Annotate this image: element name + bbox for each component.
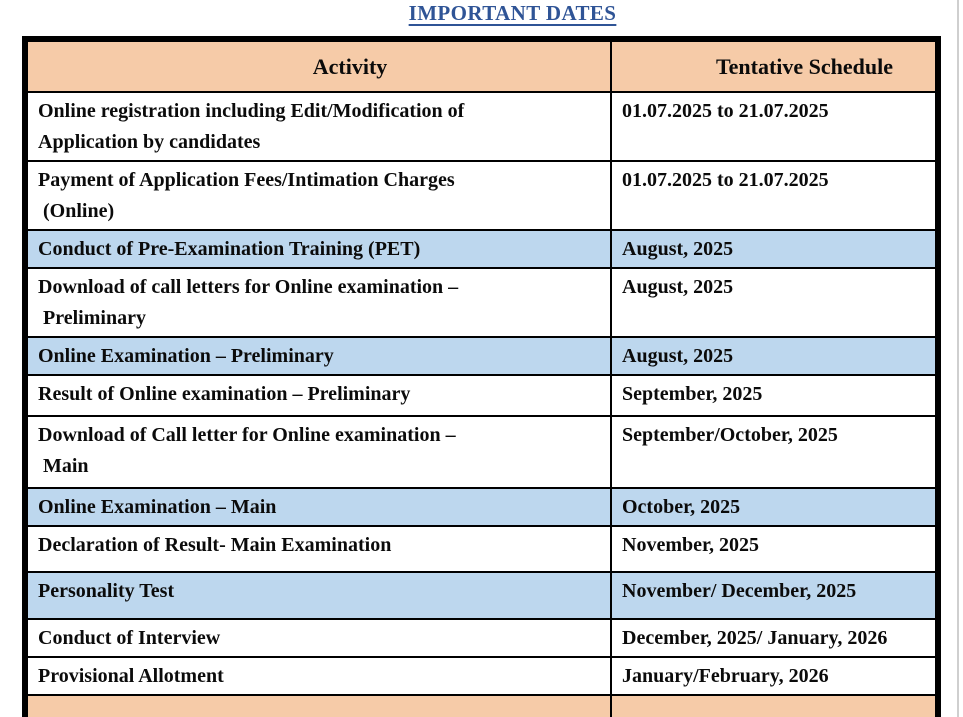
activity-cell: [28, 696, 610, 717]
activity-cell: Online Examination – Preliminary: [38, 345, 334, 367]
column-header-activity: Activity: [312, 54, 388, 79]
schedule-cell: 01.07.2025 to 21.07.2025: [610, 162, 935, 229]
table-row: Conduct of Pre-Examination Training (PET…: [28, 231, 935, 269]
activity-cell: Declaration of Result- Main Examination: [38, 534, 392, 556]
activity-cell: Conduct of Pre-Examination Training (PET…: [38, 238, 421, 260]
table-header-row: Activity Tentative Schedule: [28, 42, 935, 93]
activity-cell: Provisional Allotment: [38, 665, 224, 687]
activity-cell: Online Examination – Main: [38, 496, 277, 518]
activity-cell: Download of Call letter for Online exami…: [38, 424, 456, 477]
table-row: Online Examination – Preliminary August, …: [28, 338, 935, 376]
table-row: Declaration of Result- Main Examination N…: [28, 527, 935, 573]
schedule-cell: [610, 696, 935, 717]
table-row: Online Examination – Main October, 2025: [28, 489, 935, 527]
table-row: Download of Call letter for Online exami…: [28, 417, 935, 489]
page-title: IMPORTANT DATES: [408, 1, 617, 25]
activity-cell: Result of Online examination – Prelimina…: [38, 383, 411, 405]
schedule-cell: 01.07.2025 to 21.07.2025: [610, 93, 935, 160]
table-body: Online registration including Edit/Modif…: [28, 93, 935, 717]
table-row: Online registration including Edit/Modif…: [28, 93, 935, 162]
schedule-cell: November, 2025: [610, 527, 935, 571]
activity-cell: Payment of Application Fees/Intimation C…: [38, 169, 455, 222]
table-row: [28, 696, 935, 717]
schedule-cell: November/ December, 2025: [610, 573, 935, 618]
activity-cell: Conduct of Interview: [38, 627, 221, 649]
table-row: Conduct of Interview December, 2025/ Janu…: [28, 620, 935, 658]
activity-cell: Online registration including Edit/Modif…: [38, 100, 465, 153]
table-row: Provisional Allotment January/February, 2…: [28, 658, 935, 696]
important-dates-table: Activity Tentative Schedule Online regis…: [22, 36, 941, 717]
activity-cell: Download of call letters for Online exam…: [38, 276, 459, 329]
schedule-cell: January/February, 2026: [610, 658, 935, 694]
table-row: Personality Test November/ December, 2025: [28, 573, 935, 620]
schedule-cell: December, 2025/ January, 2026: [610, 620, 935, 656]
schedule-cell: September/October, 2025: [610, 417, 935, 487]
schedule-cell: August, 2025: [610, 269, 935, 336]
page-edge-divider: [957, 0, 959, 717]
table-row: Result of Online examination – Prelimina…: [28, 376, 935, 417]
schedule-cell: August, 2025: [610, 338, 935, 374]
column-header-schedule: Tentative Schedule: [610, 42, 935, 91]
activity-cell: Personality Test: [38, 580, 175, 602]
schedule-cell: August, 2025: [610, 231, 935, 267]
table-row: Payment of Application Fees/Intimation C…: [28, 162, 935, 231]
schedule-cell: September, 2025: [610, 376, 935, 415]
table-row: Download of call letters for Online exam…: [28, 269, 935, 338]
schedule-cell: October, 2025: [610, 489, 935, 525]
